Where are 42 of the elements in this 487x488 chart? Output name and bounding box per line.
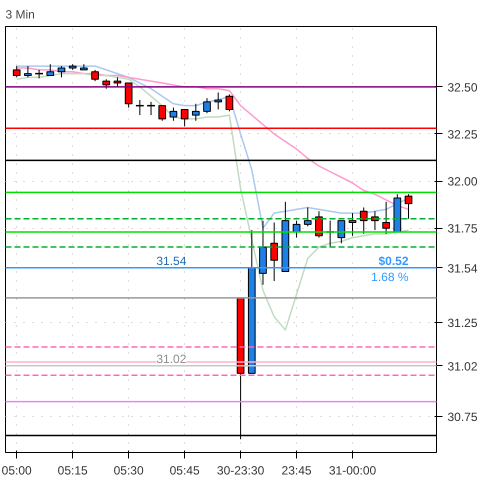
candlestick (46, 64, 54, 76)
line-series (16, 72, 410, 331)
candlestick (24, 66, 32, 78)
chart-title: 3 Min (6, 8, 35, 22)
candlestick (348, 212, 356, 236)
annotation: 1.68 % (371, 270, 409, 284)
candlestick (226, 94, 234, 112)
y-tick-label: 31.02 (448, 359, 478, 374)
y-tick-label: 32.50 (448, 80, 478, 94)
y-tick-label: 32.00 (448, 174, 478, 189)
candlestick (124, 82, 132, 108)
ref-line-label: 31.54 (156, 254, 187, 268)
x-tick-label: 05:30 (114, 464, 144, 478)
candlestick (158, 105, 166, 122)
y-tick-label: 31.25 (448, 316, 478, 330)
candlestick (58, 66, 66, 78)
y-tick-label: 32.25 (448, 127, 478, 142)
candlestick (360, 206, 368, 234)
candlestick (203, 98, 211, 114)
y-tick-label: 31.54 (448, 261, 478, 276)
x-tick-label: 30-23:30 (216, 464, 265, 478)
candlestick (270, 222, 278, 282)
candlestick (102, 78, 110, 90)
candlestick (12, 66, 21, 78)
candlestick (382, 201, 390, 234)
x-tick-label: 23:45 (282, 464, 312, 478)
candlestick (304, 206, 312, 227)
y-tick-label: 30.75 (448, 410, 478, 424)
candlestick (214, 92, 222, 110)
candlestick (337, 220, 346, 244)
x-tick-label: 05:00 (2, 464, 32, 478)
x-tick-label: 05:45 (170, 464, 200, 478)
x-tick-label: 31-00:00 (328, 464, 377, 478)
candlestick (114, 76, 122, 88)
x-tick-label: 05:15 (58, 464, 88, 478)
candlestick (91, 69, 99, 82)
candlestick (192, 103, 200, 122)
candlestick (404, 194, 412, 220)
ref-line-label: 31.02 (156, 352, 187, 366)
y-tick-label: 31.75 (448, 222, 478, 236)
annotation: $0.52 (378, 254, 409, 268)
candlestick (170, 107, 178, 122)
